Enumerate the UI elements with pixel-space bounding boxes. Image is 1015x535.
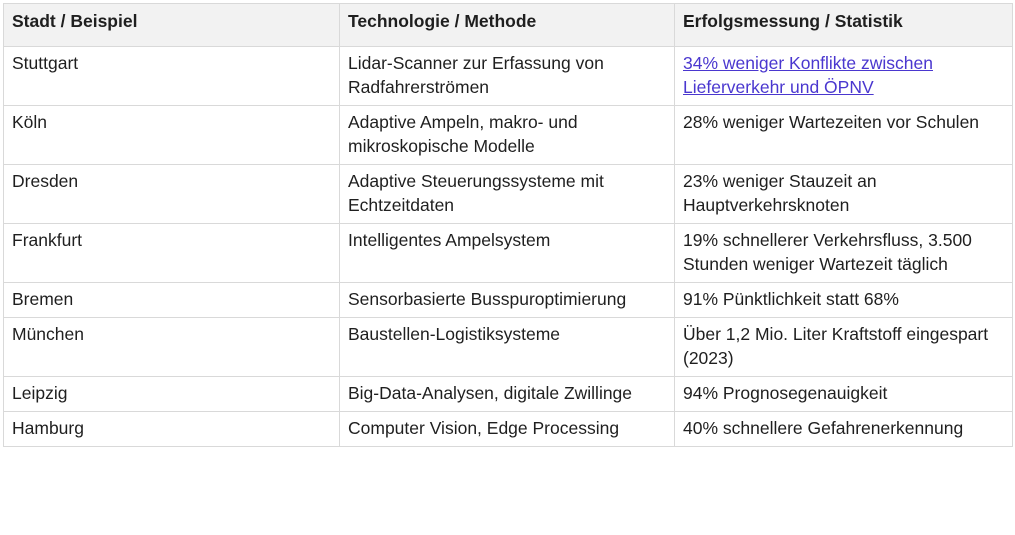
table-row: Dresden Adaptive Steuerungssysteme mit E… xyxy=(3,164,1013,224)
cell-result: 19% schnellerer Verkehrsfluss, 3.500 Stu… xyxy=(674,223,1013,283)
table-row: Bremen Sensorbasierte Busspuroptimierung… xyxy=(3,282,1013,318)
cell-city: Bremen xyxy=(3,282,340,318)
table-row: Köln Adaptive Ampeln, makro- und mikrosk… xyxy=(3,105,1013,165)
cell-technology: Computer Vision, Edge Processing xyxy=(339,411,675,447)
table-row: Hamburg Computer Vision, Edge Processing… xyxy=(3,411,1013,447)
cell-result: 23% weniger Stauzeit an Hauptverkehrskno… xyxy=(674,164,1013,224)
cell-city: Stuttgart xyxy=(3,46,340,106)
cell-result: 91% Pünktlichkeit statt 68% xyxy=(674,282,1013,318)
cell-technology: Lidar-Scanner zur Erfassung von Radfahre… xyxy=(339,46,675,106)
cell-city: Hamburg xyxy=(3,411,340,447)
cell-technology: Baustellen-Logistiksysteme xyxy=(339,317,675,377)
cell-technology: Big-Data-Analysen, digitale Zwillinge xyxy=(339,376,675,412)
column-header-technology: Technologie / Methode xyxy=(339,3,675,47)
cell-technology: Sensorbasierte Busspuroptimierung xyxy=(339,282,675,318)
cell-technology: Adaptive Steuerungssysteme mit Echtzeitd… xyxy=(339,164,675,224)
cell-result: 28% weniger Wartezeiten vor Schulen xyxy=(674,105,1013,165)
table-row: München Baustellen-Logistiksysteme Über … xyxy=(3,317,1013,377)
cell-city: München xyxy=(3,317,340,377)
table-row: Stuttgart Lidar-Scanner zur Erfassung vo… xyxy=(3,46,1013,106)
cell-technology: Intelligentes Ampelsystem xyxy=(339,223,675,283)
cell-result: 40% schnellere Gefahrenerkennung xyxy=(674,411,1013,447)
cell-result: 34% weniger Konflikte zwischen Lieferver… xyxy=(674,46,1013,106)
table-row: Frankfurt Intelligentes Ampelsystem 19% … xyxy=(3,223,1013,283)
column-header-result: Erfolgsmessung / Statistik xyxy=(674,3,1013,47)
table-header-row: Stadt / Beispiel Technologie / Methode E… xyxy=(3,3,1013,47)
table-row: Leipzig Big-Data-Analysen, digitale Zwil… xyxy=(3,376,1013,412)
result-link[interactable]: 34% weniger Konflikte zwischen Lieferver… xyxy=(683,53,933,97)
cell-technology: Adaptive Ampeln, makro- und mikroskopisc… xyxy=(339,105,675,165)
cell-city: Köln xyxy=(3,105,340,165)
column-header-city: Stadt / Beispiel xyxy=(3,3,340,47)
cell-city: Frankfurt xyxy=(3,223,340,283)
cell-result: Über 1,2 Mio. Liter Kraftstoff eingespar… xyxy=(674,317,1013,377)
cell-city: Dresden xyxy=(3,164,340,224)
cell-result: 94% Prognosegenauigkeit xyxy=(674,376,1013,412)
cell-city: Leipzig xyxy=(3,376,340,412)
results-table: Stadt / Beispiel Technologie / Methode E… xyxy=(3,3,1013,447)
